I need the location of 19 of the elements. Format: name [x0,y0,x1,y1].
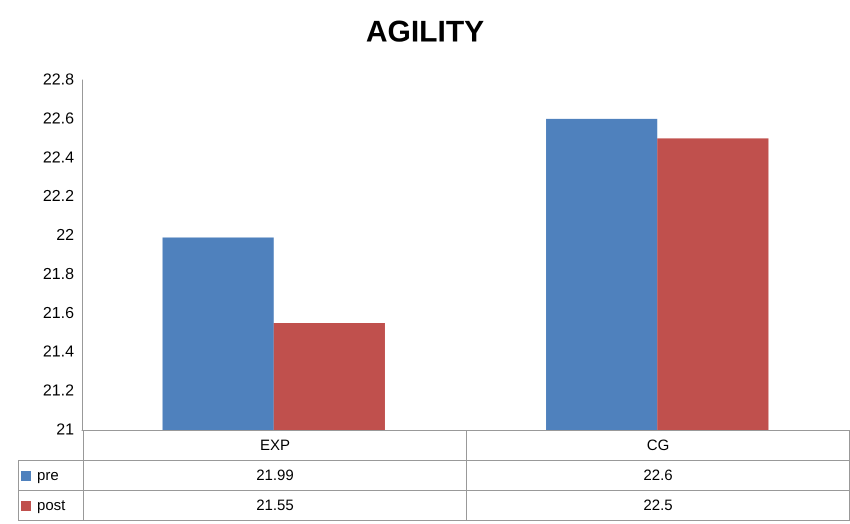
legend-label: pre [18,460,84,490]
data-label: 22.6 [466,460,850,490]
legend-label: post [18,490,84,520]
data-label: 22.5 [466,490,850,520]
x-tick-label: EXP [83,430,466,460]
y-tick-label: 22.8 [42,72,74,88]
y-tick-label: 22.4 [42,149,74,166]
y-tick-label: 21.6 [42,304,74,322]
y-tick-label: 21.4 [42,344,74,361]
y-tick-label: 21.2 [42,382,74,400]
data-label: 21.99 [83,460,466,490]
data-label: 21.55 [83,490,466,520]
x-tick-label: CG [466,430,850,460]
chart-title: AGILITY [366,16,484,48]
y-tick-label: 22.6 [42,110,74,128]
y-tick-label: 21.8 [42,266,74,283]
y-tick-label: 21 [56,422,74,438]
y-tick-label: 22.2 [42,188,74,206]
y-tick-label: 22 [56,227,74,244]
